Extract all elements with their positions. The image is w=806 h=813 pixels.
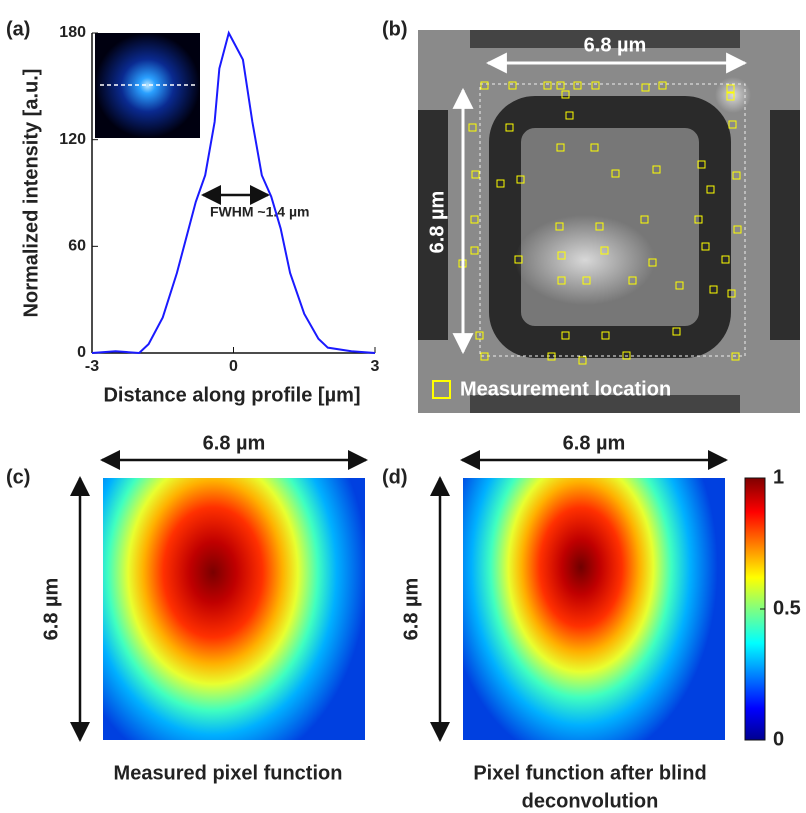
y-tick-label: 120	[59, 131, 86, 148]
heatmap	[463, 478, 725, 740]
measurement-marker	[475, 331, 484, 340]
measurement-marker	[726, 84, 735, 93]
line-chart: FWHM ~1.4 µm Distance along profile [µm]…	[20, 33, 375, 406]
measurement-marker	[557, 276, 566, 285]
measurement-marker	[640, 215, 649, 224]
measurement-marker	[733, 225, 742, 234]
colorbar-tick-label: 0.5	[773, 597, 801, 619]
measurement-marker	[480, 352, 489, 361]
measurement-marker	[600, 246, 609, 255]
measurement-marker	[652, 165, 661, 174]
measurement-marker	[731, 352, 740, 361]
measurement-marker	[508, 81, 517, 90]
measurement-marker	[505, 123, 514, 132]
measurement-marker	[622, 351, 631, 360]
measurement-marker	[611, 169, 620, 178]
y-tick-label: 0	[77, 344, 86, 361]
scale-label: 6.8 µm	[203, 432, 266, 454]
scale-label: 6.8 µm	[400, 578, 422, 641]
measurement-marker	[721, 255, 730, 264]
scale-label: 6.8 µm	[563, 432, 626, 454]
measurement-marker	[496, 179, 505, 188]
measurement-marker	[648, 258, 657, 267]
y-tick-label: 180	[59, 24, 86, 41]
scale-label: 6.8 µm	[40, 578, 62, 641]
measurement-marker	[565, 111, 574, 120]
scale-label: 6.8 µm	[584, 34, 647, 56]
measurement-marker	[628, 276, 637, 285]
colorbar-tick-label: 1	[773, 466, 784, 488]
image-dark-band	[470, 395, 740, 413]
caption: deconvolution	[522, 790, 659, 812]
measurement-region	[479, 83, 746, 357]
heatmap-panel: 6.8 µm 6.8 µm Pixel function after blind…	[400, 432, 766, 812]
measurement-marker	[706, 185, 715, 194]
measurement-marker	[672, 327, 681, 336]
x-axis-label: Distance along profile [µm]	[103, 384, 360, 406]
measurement-marker	[709, 285, 718, 294]
panel-label: (c)	[6, 466, 30, 488]
measurement-marker	[658, 81, 667, 90]
measurement-marker	[694, 215, 703, 224]
measurement-marker	[591, 81, 600, 90]
image-dark-band	[418, 110, 448, 340]
measurement-marker	[543, 81, 552, 90]
measurement-marker	[701, 242, 710, 251]
measurement-marker	[728, 120, 737, 129]
measurement-marker	[555, 222, 564, 231]
measurement-marker	[590, 143, 599, 152]
heatmap	[103, 478, 365, 740]
inset-image	[95, 33, 200, 138]
x-tick-label: 0	[229, 358, 238, 375]
panel-label: (d)	[382, 466, 408, 488]
microscope-image: 6.8 µm 6.8 µm Measurement location	[418, 30, 800, 413]
measurement-marker	[727, 289, 736, 298]
panel-label: (a)	[6, 18, 30, 40]
y-tick-label: 60	[68, 238, 86, 255]
caption: Pixel function after blind	[473, 762, 706, 784]
measurement-marker	[556, 143, 565, 152]
measurement-marker	[601, 331, 610, 340]
measurement-marker	[697, 160, 706, 169]
image-bright	[715, 77, 751, 113]
measurement-marker	[578, 356, 587, 365]
image-dark-band	[470, 30, 740, 48]
measurement-marker	[595, 222, 604, 231]
measurement-marker	[641, 83, 650, 92]
measurement-marker	[514, 255, 523, 264]
image-dark-band	[770, 110, 800, 340]
measurement-marker	[561, 90, 570, 99]
caption: Measured pixel function	[114, 762, 343, 784]
colorbar-tick-label: 0	[773, 728, 784, 750]
measurement-marker	[675, 281, 684, 290]
measurement-marker	[547, 352, 556, 361]
legend-label: Measurement location	[460, 378, 671, 400]
measurement-marker	[516, 175, 525, 184]
scale-label: 6.8 µm	[426, 191, 448, 254]
measurement-marker	[480, 81, 489, 90]
measurement-marker	[561, 331, 570, 340]
measurement-marker	[726, 92, 735, 101]
measurement-marker	[573, 81, 582, 90]
line-series	[91, 30, 376, 355]
y-axis-label: Normalized intensity [a.u.]	[20, 69, 42, 318]
measurement-marker	[557, 251, 566, 260]
measurement-marker	[556, 81, 565, 90]
measurement-marker	[582, 276, 591, 285]
heatmap-panel: 6.8 µm 6.8 µm Measured pixel function	[40, 432, 368, 784]
image-bright	[515, 215, 655, 305]
annotation: FWHM ~1.4 µm	[210, 204, 309, 220]
panel-label: (b)	[382, 18, 408, 40]
legend-symbol	[432, 380, 451, 399]
x-tick-label: -3	[85, 358, 99, 375]
measurement-marker	[732, 171, 741, 180]
x-tick-label: 3	[371, 358, 380, 375]
